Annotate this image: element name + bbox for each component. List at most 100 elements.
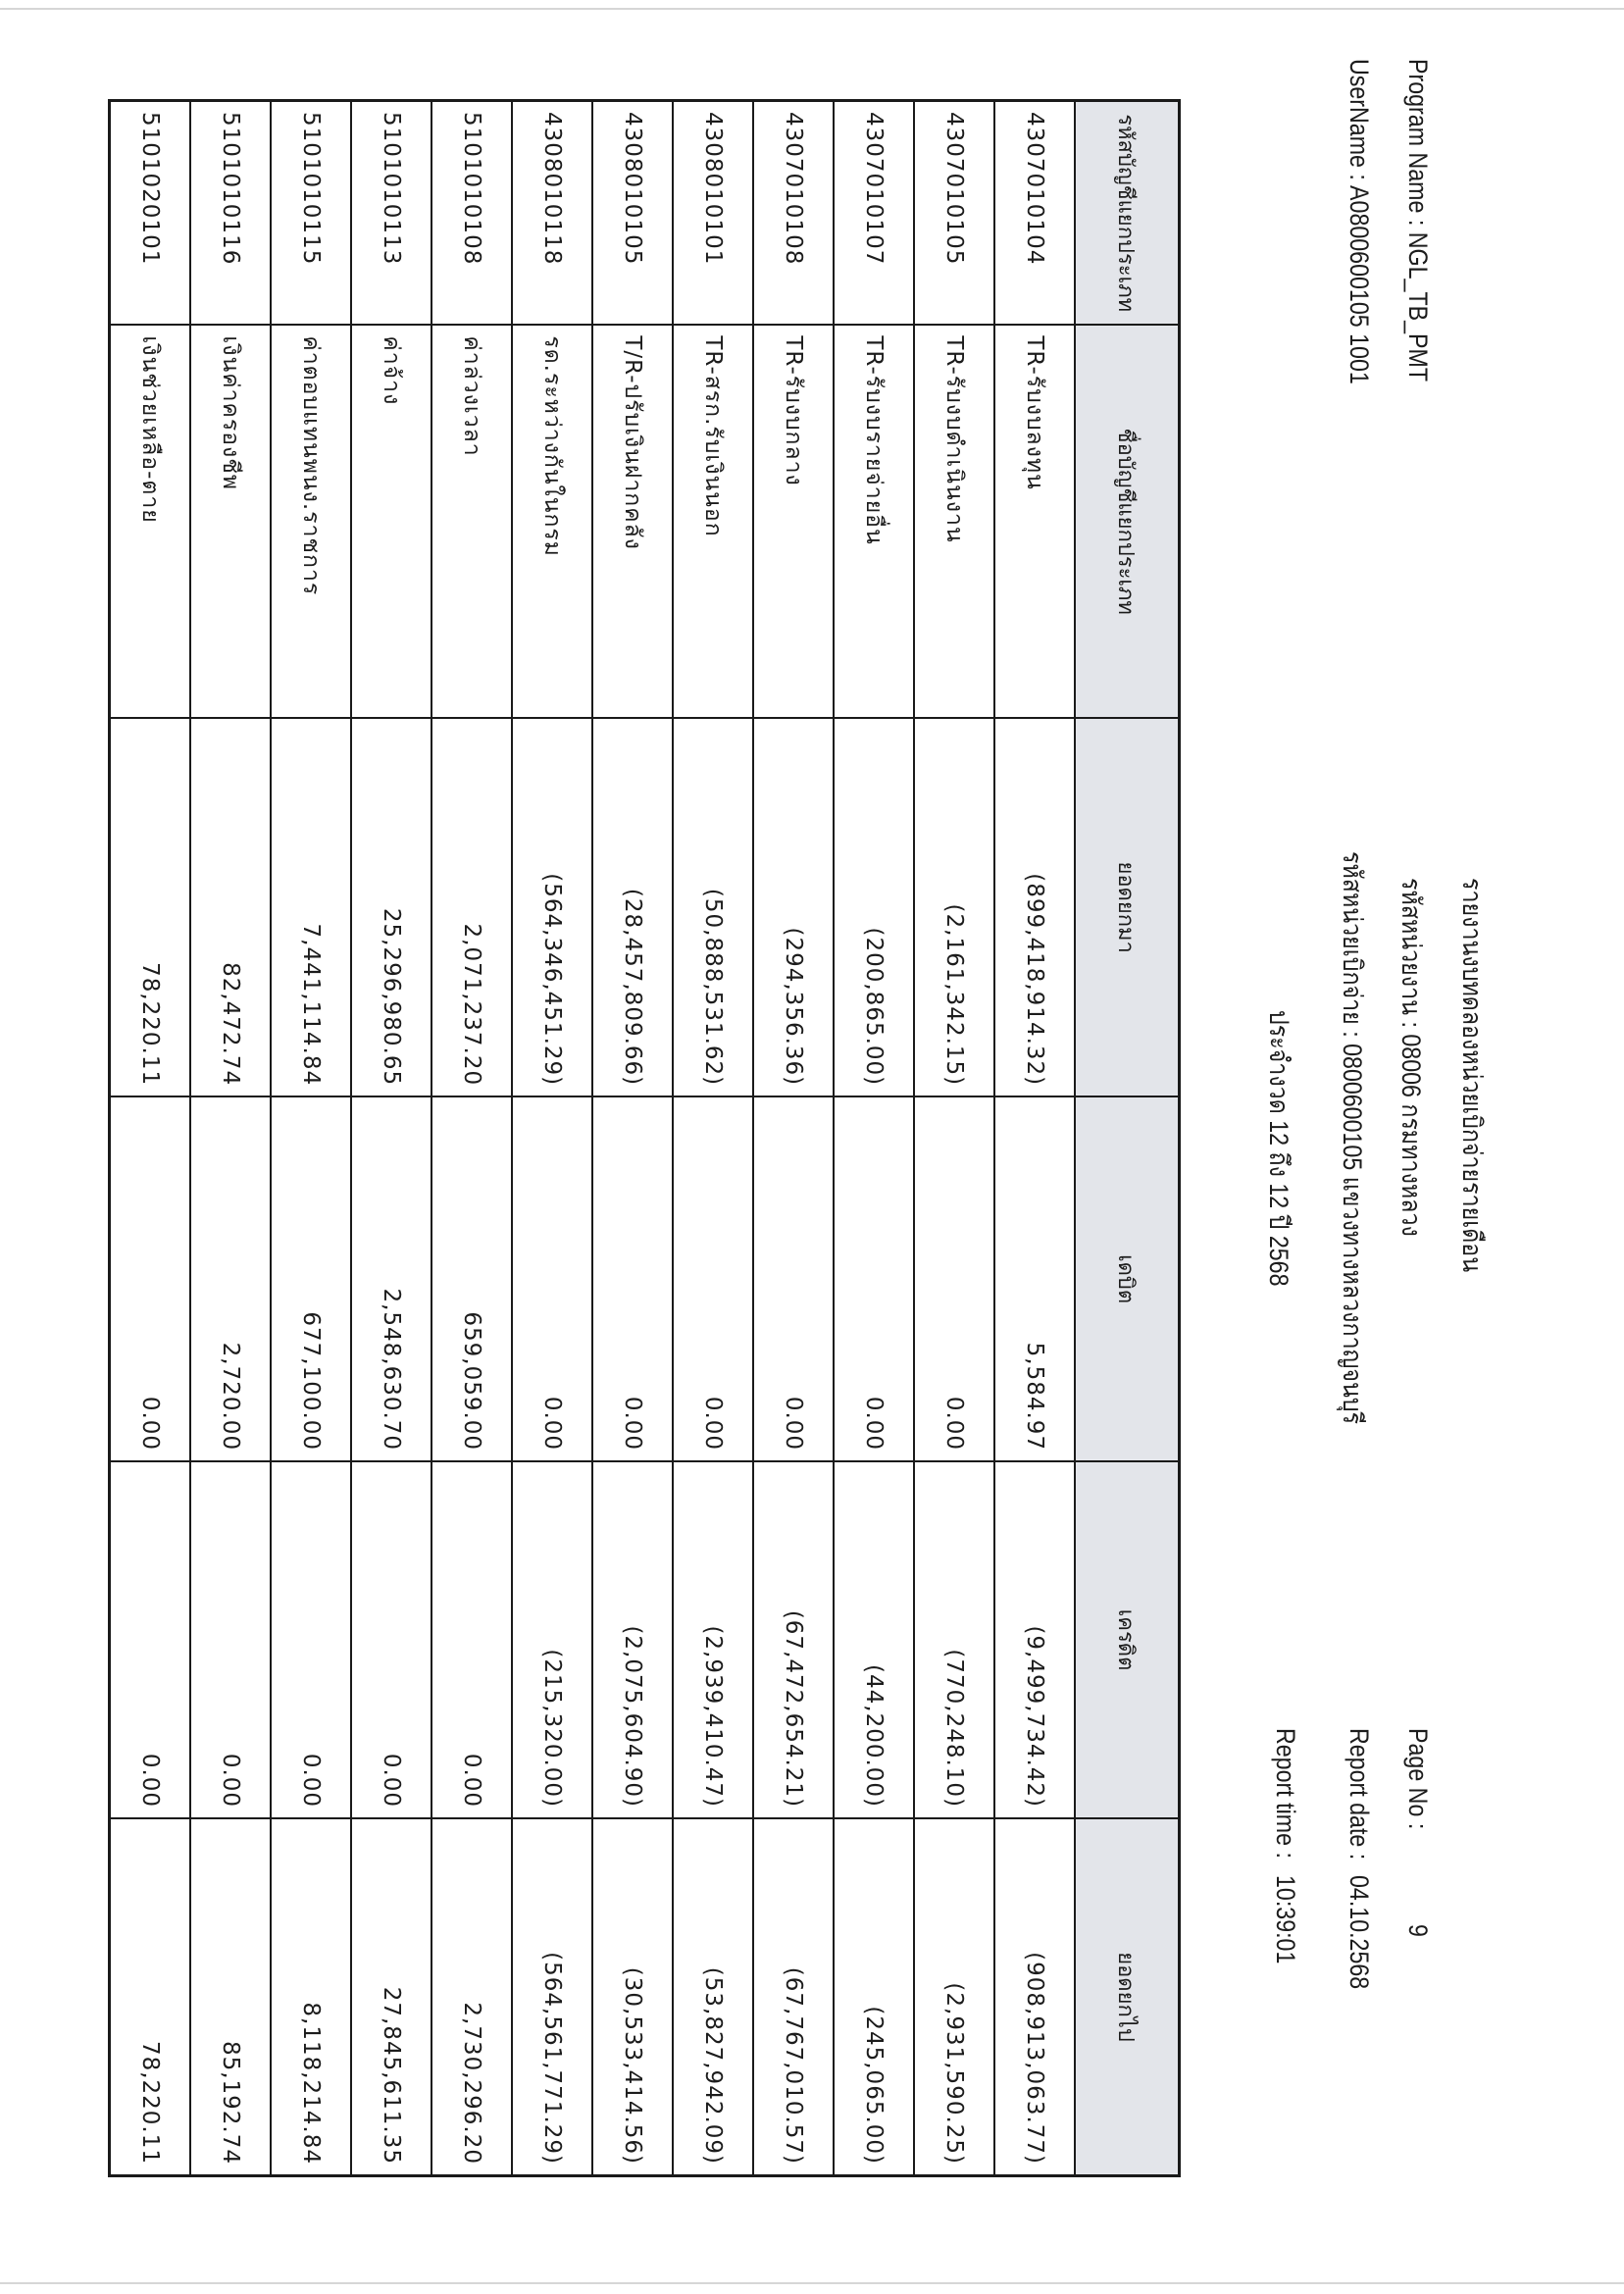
cell-account-name: TR-สรก.รับเงินนอก bbox=[674, 324, 752, 718]
cell-closing-balance: (67,767,010.57) bbox=[754, 1817, 833, 2175]
cell-opening-balance: (200,865.00) bbox=[835, 717, 913, 1096]
cell-account-name: TR-รับงบกลาง bbox=[754, 324, 833, 718]
cell-debit: 0.00 bbox=[915, 1096, 993, 1461]
cell-credit: (67,472,654.21) bbox=[754, 1460, 833, 1818]
cell-account-code: 4308010118 bbox=[539, 112, 565, 266]
cell-opening-balance: (294,356.36) bbox=[754, 717, 833, 1096]
cell-credit: 0.00 bbox=[352, 1460, 431, 1818]
cell-credit: 0.00 bbox=[191, 1460, 270, 1818]
cell-account-name: ค่าล่วงเวลา bbox=[432, 324, 511, 718]
cell-closing-balance: 8,118,214.84 bbox=[272, 1817, 350, 2175]
cell-credit: (2,075,604.90) bbox=[593, 1460, 672, 1818]
cell-opening-balance: (50,888,531.62) bbox=[674, 717, 752, 1096]
cell-credit: (215,320.00) bbox=[513, 1460, 591, 1818]
cell-account-code: 5101010113 bbox=[379, 112, 404, 266]
cell-account-name: ค่าตอบแทนพนง.ราชการ bbox=[272, 324, 350, 718]
cell-debit: 0.00 bbox=[835, 1096, 913, 1461]
cell-account-name: รด.ระหว่างกันในกรม bbox=[513, 324, 591, 718]
cell-opening-balance: (564,346,451.29) bbox=[513, 717, 591, 1096]
cell-closing-balance: (245,065.00) bbox=[835, 1817, 913, 2175]
username: UserName : A0800600105 1001 bbox=[1345, 59, 1374, 384]
cell-opening-balance: 78,220.11 bbox=[111, 717, 189, 1096]
table-header-row: รหัสบัญชีแยกประเภท ชื่อบัญชีแยกประเภท ยอ… bbox=[1076, 102, 1178, 2175]
cell-account-name: T/R-ปรับเงินฝากคลัง bbox=[593, 324, 672, 718]
cell-debit: 0.00 bbox=[111, 1096, 189, 1461]
report-time-label: Report time : bbox=[1271, 1728, 1300, 1859]
cell-closing-balance: 85,192.74 bbox=[191, 1817, 270, 2175]
scan-edge-bottom bbox=[0, 2282, 1624, 2284]
report-title: รายงานงบทดลองหน่วยเบิกจ่ายรายเดือน bbox=[1457, 878, 1487, 1273]
table-row: 5101010115 ค่าตอบแทนพนง.ราชการ 7,441,114.8… bbox=[272, 102, 352, 2175]
table-row: 5101010116 เงินค่าครองชีพ 82,472.74 2,720.0… bbox=[191, 102, 272, 2175]
table-row: 4307010104 TR-รับงบลงทุน (899,418,914.32) 5… bbox=[995, 102, 1076, 2175]
table-row: 5101010113 ค่าจ้าง 25,296,980.65 2,548,630.… bbox=[352, 102, 432, 2175]
cell-credit: (2,939,410.47) bbox=[674, 1460, 752, 1818]
cell-opening-balance: (899,418,914.32) bbox=[995, 717, 1074, 1096]
header-opening-balance: ยอดยกมา bbox=[1076, 717, 1178, 1096]
cell-credit: 0.00 bbox=[272, 1460, 350, 1818]
table-row: 4307010107 TR-รับงบรายจ่ายอื่น (200,865.00… bbox=[835, 102, 915, 2175]
table-row: 4308010101 TR-สรก.รับเงินนอก (50,888,531.6… bbox=[674, 102, 754, 2175]
cell-opening-balance: 2,071,237.20 bbox=[432, 717, 511, 1096]
report-time: 10:39:01 bbox=[1271, 1875, 1300, 1964]
cell-closing-balance: 27,845,611.35 bbox=[352, 1817, 431, 2175]
cell-credit: 0.00 bbox=[432, 1460, 511, 1818]
cell-account-code: 5101010108 bbox=[459, 112, 484, 266]
table-row: 5101020101 เงินช่วยเหลือ-ตาย 78,220.11 0.00… bbox=[111, 102, 191, 2175]
cell-closing-balance: 78,220.11 bbox=[111, 1817, 189, 2175]
cell-account-name: ค่าจ้าง bbox=[352, 324, 431, 718]
table-row: 4308010105 T/R-ปรับเงินฝากคลัง (28,457,809… bbox=[593, 102, 674, 2175]
cell-credit: (44,200.00) bbox=[835, 1460, 913, 1818]
table-row: 4307010108 TR-รับงบกลาง (294,356.36) 0.00 (6… bbox=[754, 102, 835, 2175]
cell-account-name: เงินช่วยเหลือ-ตาย bbox=[111, 324, 189, 718]
cell-credit: 0.00 bbox=[111, 1460, 189, 1818]
program-name: Program Name : NGL_TB_PMT bbox=[1403, 59, 1433, 382]
header-debit: เดบิต bbox=[1076, 1096, 1178, 1461]
cell-opening-balance: 7,441,114.84 bbox=[272, 717, 350, 1096]
cell-debit: 0.00 bbox=[593, 1096, 672, 1461]
cell-opening-balance: 82,472.74 bbox=[191, 717, 270, 1096]
cell-closing-balance: (53,827,942.09) bbox=[674, 1817, 752, 2175]
cell-debit: 659,059.00 bbox=[432, 1096, 511, 1461]
cell-account-name: TR-รับงบดำเนินงาน bbox=[915, 324, 993, 718]
page-no-label: Page No : bbox=[1403, 1728, 1433, 1830]
cell-debit: 5,584.97 bbox=[995, 1096, 1074, 1461]
header-closing-balance: ยอดยกไป bbox=[1076, 1817, 1178, 2175]
disbursing-unit: รหัสหน่วยเบิกจ่าย : 0800600105 แขวงทางหล… bbox=[1338, 851, 1367, 1425]
agency: รหัสหน่วยงาน : 08006 กรมทางหลวง bbox=[1396, 878, 1426, 1237]
cell-credit: (9,499,734.42) bbox=[995, 1460, 1074, 1818]
cell-debit: 0.00 bbox=[513, 1096, 591, 1461]
header-account-name: ชื่อบัญชีแยกประเภท bbox=[1076, 324, 1178, 718]
header-credit: เครดิต bbox=[1076, 1460, 1178, 1818]
cell-account-code: 5101020101 bbox=[137, 112, 163, 266]
cell-account-name: TR-รับงบลงทุน bbox=[995, 324, 1074, 718]
cell-account-code: 4307010107 bbox=[861, 112, 887, 266]
cell-account-code: 4307010105 bbox=[941, 112, 967, 266]
cell-closing-balance: (564,561,771.29) bbox=[513, 1817, 591, 2175]
cell-closing-balance: (30,533,414.56) bbox=[593, 1817, 672, 2175]
header-account-code: รหัสบัญชีแยกประเภท bbox=[1113, 114, 1139, 313]
cell-debit: 0.00 bbox=[754, 1096, 833, 1461]
cell-closing-balance: (2,931,590.25) bbox=[915, 1817, 993, 2175]
cell-account-code: 5101010116 bbox=[218, 112, 243, 266]
table-row: 5101010108 ค่าล่วงเวลา 2,071,237.20 659,059… bbox=[432, 102, 513, 2175]
cell-credit: (770,248.10) bbox=[915, 1460, 993, 1818]
page-no: 9 bbox=[1403, 1924, 1433, 1937]
cell-account-code: 4308010105 bbox=[620, 112, 645, 266]
cell-debit: 0.00 bbox=[674, 1096, 752, 1461]
cell-account-name: TR-รับงบรายจ่ายอื่น bbox=[835, 324, 913, 718]
scan-edge-top bbox=[0, 8, 1624, 10]
report-date: 04.10.2568 bbox=[1345, 1875, 1374, 1990]
cell-closing-balance: 2,730,296.20 bbox=[432, 1817, 511, 2175]
cell-opening-balance: 25,296,980.65 bbox=[352, 717, 431, 1096]
cell-debit: 2,548,630.70 bbox=[352, 1096, 431, 1461]
cell-opening-balance: (2,161,342.15) bbox=[915, 717, 993, 1096]
cell-opening-balance: (28,457,809.66) bbox=[593, 717, 672, 1096]
cell-debit: 2,720.00 bbox=[191, 1096, 270, 1461]
cell-closing-balance: (908,913,063.77) bbox=[995, 1817, 1074, 2175]
trial-balance-table: รหัสบัญชีแยกประเภท ชื่อบัญชีแยกประเภท ยอ… bbox=[108, 99, 1181, 2177]
table-row: 4307010105 TR-รับงบดำเนินงาน (2,161,342.15… bbox=[915, 102, 995, 2175]
cell-account-code: 4307010108 bbox=[781, 112, 806, 266]
report-period: ประจำงวด 12 ถึง 12 ปี 2568 bbox=[1264, 1010, 1294, 1287]
